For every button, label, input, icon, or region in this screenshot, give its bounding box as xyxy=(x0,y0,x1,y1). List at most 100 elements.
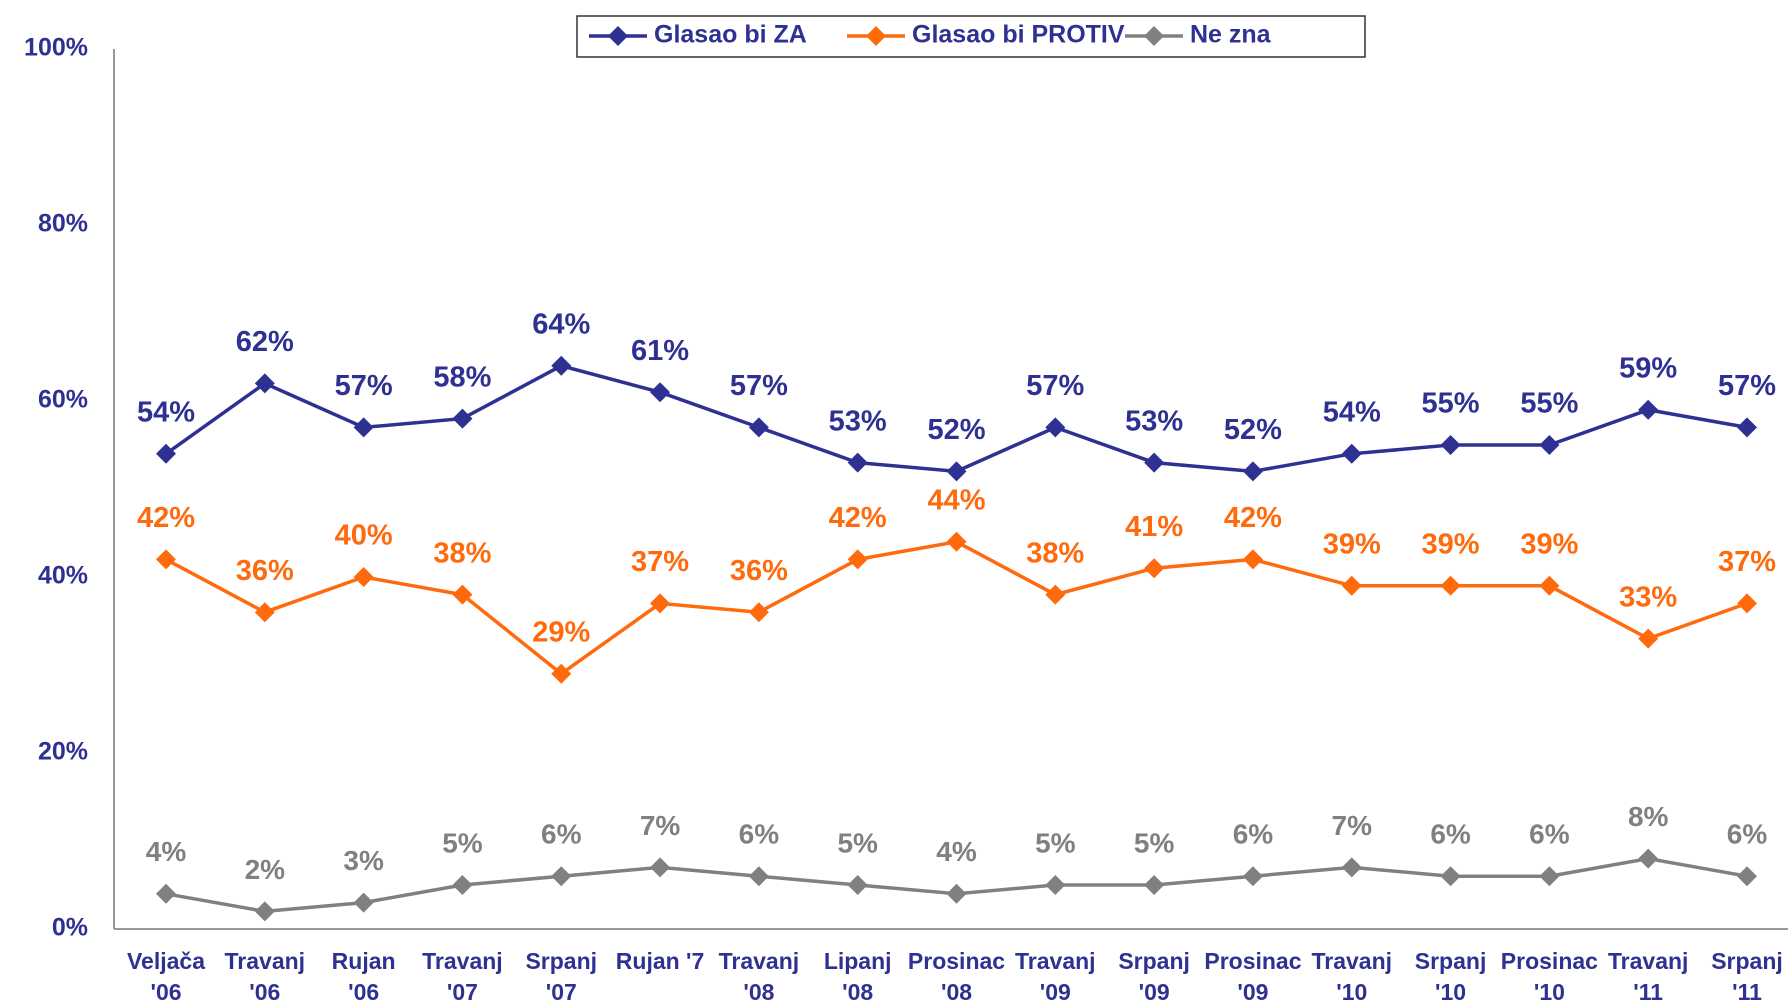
data-label: 4% xyxy=(936,836,977,867)
marker xyxy=(1440,435,1461,455)
series-line xyxy=(165,539,1748,676)
data-label: 39% xyxy=(1323,528,1381,560)
marker xyxy=(1045,875,1066,895)
data-label: 53% xyxy=(829,405,887,437)
marker xyxy=(353,892,374,913)
data-label: 37% xyxy=(631,546,689,578)
legend-label: Glasao bi ZA xyxy=(654,21,807,49)
data-label: 2% xyxy=(245,854,286,885)
data-label: 55% xyxy=(1520,388,1578,420)
x-tick-label: Rujan '7 xyxy=(616,948,705,974)
y-tick-label: 40% xyxy=(38,562,88,590)
marker xyxy=(452,875,473,895)
data-label: 5% xyxy=(442,827,483,858)
data-label: 52% xyxy=(1224,414,1282,446)
legend-label: Glasao bi PROTIV xyxy=(912,21,1125,49)
x-tick-label: Prosinac '09 xyxy=(1204,948,1301,1005)
data-label: 54% xyxy=(137,396,195,428)
data-label: 57% xyxy=(1026,370,1084,402)
marker xyxy=(254,901,275,922)
data-label: 6% xyxy=(1529,819,1570,850)
marker xyxy=(1638,848,1659,869)
y-tick-label: 60% xyxy=(38,386,88,414)
data-label: 59% xyxy=(1619,352,1677,384)
marker xyxy=(650,857,671,878)
marker xyxy=(946,461,967,482)
marker xyxy=(1539,435,1560,455)
marker xyxy=(353,567,374,587)
marker xyxy=(1737,866,1757,887)
x-tick-label: Srpanj '09 xyxy=(1118,948,1190,1005)
marker xyxy=(1539,866,1560,887)
data-label: 57% xyxy=(730,370,788,402)
data-label: 3% xyxy=(343,845,384,876)
data-label: 62% xyxy=(236,326,294,358)
marker xyxy=(156,443,176,464)
data-label: 6% xyxy=(1233,819,1274,850)
marker xyxy=(1638,399,1659,420)
data-label: 58% xyxy=(433,361,491,393)
x-tick-label: Travanj '06 xyxy=(225,948,306,1005)
marker xyxy=(847,549,868,570)
marker xyxy=(650,382,671,403)
data-label: 57% xyxy=(335,370,393,402)
data-label: 37% xyxy=(1718,546,1776,578)
marker xyxy=(847,875,868,895)
data-label: 52% xyxy=(927,414,985,446)
data-label: 42% xyxy=(1224,502,1282,534)
marker xyxy=(1539,575,1560,596)
data-label: 8% xyxy=(1628,801,1669,832)
data-label: 38% xyxy=(433,537,491,569)
marker xyxy=(1341,575,1362,596)
marker xyxy=(1242,549,1263,570)
data-label: 6% xyxy=(541,819,582,850)
marker xyxy=(650,593,671,614)
x-tick-label: Srpanj '10 xyxy=(1415,948,1487,1005)
x-tick-label: Travanj '08 xyxy=(719,948,800,1005)
data-label: 38% xyxy=(1026,537,1084,569)
data-label: 6% xyxy=(739,819,780,850)
x-tick-label: Travanj '09 xyxy=(1015,948,1096,1005)
x-tick-label: Travanj '10 xyxy=(1311,948,1392,1005)
x-tick-label: Srpanj '07 xyxy=(525,948,597,1005)
marker xyxy=(748,602,769,623)
marker xyxy=(1045,417,1066,438)
x-tick-label: Travanj '11 xyxy=(1608,948,1689,1005)
data-label: 6% xyxy=(1430,819,1471,850)
data-label: 39% xyxy=(1422,528,1480,560)
marker xyxy=(1638,628,1659,649)
data-label: 54% xyxy=(1323,396,1381,428)
y-tick-label: 20% xyxy=(38,738,88,766)
data-label: 64% xyxy=(532,308,590,340)
x-tick-label: Rujan '06 xyxy=(332,948,396,1005)
data-label: 4% xyxy=(146,836,187,867)
data-label: 5% xyxy=(1134,827,1175,858)
y-tick-label: 80% xyxy=(38,210,88,238)
marker xyxy=(551,866,572,887)
data-label: 44% xyxy=(927,484,985,516)
marker xyxy=(946,531,967,552)
data-label: 40% xyxy=(335,520,393,552)
marker xyxy=(156,549,176,570)
marker xyxy=(156,883,176,904)
data-label: 42% xyxy=(137,502,195,534)
data-label: 29% xyxy=(532,616,590,648)
marker xyxy=(1737,417,1757,438)
data-label: 33% xyxy=(1619,581,1677,613)
marker xyxy=(847,452,868,473)
legend-marker xyxy=(608,26,628,46)
data-label: 6% xyxy=(1727,819,1768,850)
marker xyxy=(1737,593,1757,614)
y-tick-label: 100% xyxy=(24,34,88,62)
marker xyxy=(1440,866,1461,887)
x-tick-label: Veljača '06 xyxy=(127,948,205,1005)
x-tick-label: Prosinac '08 xyxy=(908,948,1005,1005)
data-label: 7% xyxy=(1332,810,1373,841)
marker xyxy=(254,602,275,623)
data-label: 5% xyxy=(1035,827,1076,858)
marker xyxy=(1242,866,1263,887)
marker xyxy=(452,408,473,429)
legend-box xyxy=(576,15,1366,58)
data-label: 36% xyxy=(730,555,788,587)
legend-marker xyxy=(1144,26,1164,46)
